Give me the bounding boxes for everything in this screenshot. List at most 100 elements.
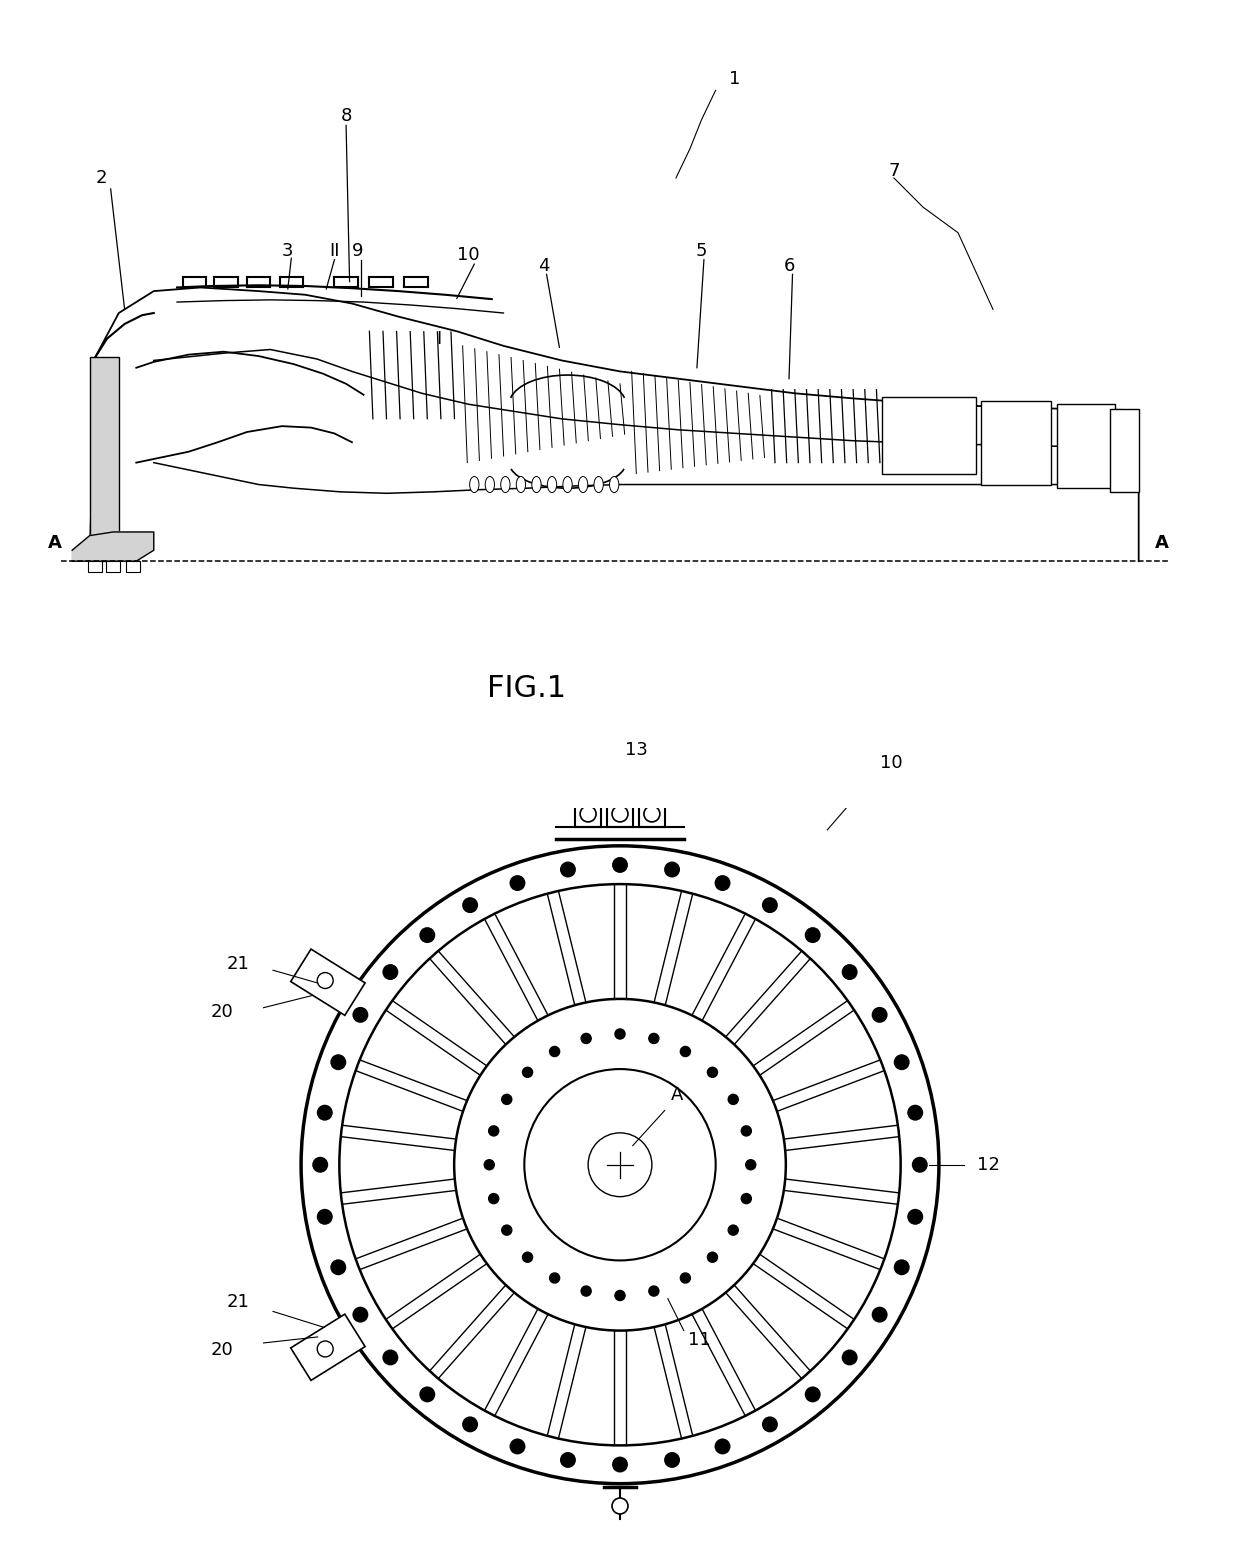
Ellipse shape [578, 477, 588, 492]
Bar [1110, 410, 1138, 492]
Circle shape [894, 1054, 910, 1070]
Circle shape [614, 1028, 626, 1041]
Ellipse shape [516, 477, 526, 492]
Circle shape [352, 1306, 368, 1323]
Text: 21: 21 [227, 955, 249, 972]
Circle shape [352, 1006, 368, 1023]
Polygon shape [72, 533, 154, 561]
Text: 7: 7 [888, 162, 900, 180]
Circle shape [316, 1208, 332, 1225]
Circle shape [908, 1208, 924, 1225]
Circle shape [761, 898, 777, 913]
Circle shape [560, 1452, 575, 1468]
Circle shape [317, 972, 334, 989]
Text: 21: 21 [227, 1292, 249, 1311]
Circle shape [665, 862, 680, 877]
Circle shape [525, 1068, 715, 1261]
Circle shape [316, 1104, 332, 1121]
Circle shape [489, 1126, 500, 1137]
Circle shape [680, 1045, 691, 1058]
Circle shape [911, 1157, 928, 1173]
Text: 12: 12 [977, 1155, 1001, 1174]
Text: 11: 11 [688, 1331, 711, 1350]
Circle shape [665, 1452, 680, 1468]
Circle shape [330, 1259, 346, 1275]
Circle shape [707, 1067, 718, 1078]
Text: A: A [1156, 534, 1169, 551]
Text: 8: 8 [341, 107, 352, 124]
Circle shape [714, 1438, 730, 1455]
Ellipse shape [563, 477, 572, 492]
Circle shape [489, 1193, 500, 1204]
Bar [105, 561, 120, 572]
Polygon shape [89, 287, 1138, 561]
Circle shape [340, 884, 900, 1446]
Circle shape [613, 1457, 627, 1472]
Circle shape [463, 1416, 479, 1432]
Text: I: I [436, 329, 441, 348]
Text: 10: 10 [879, 753, 903, 772]
Text: 4: 4 [538, 256, 551, 275]
Text: A: A [48, 534, 62, 551]
Text: 2: 2 [95, 169, 107, 186]
Ellipse shape [532, 477, 541, 492]
Circle shape [501, 1093, 512, 1106]
Text: 9: 9 [352, 242, 363, 259]
Polygon shape [290, 1314, 365, 1381]
Circle shape [419, 927, 435, 943]
Circle shape [613, 1499, 627, 1514]
Circle shape [560, 862, 575, 877]
Circle shape [510, 1438, 526, 1455]
Circle shape [740, 1193, 751, 1204]
Ellipse shape [470, 477, 479, 492]
Text: 1: 1 [729, 70, 740, 89]
Bar [1056, 404, 1115, 488]
Circle shape [644, 806, 660, 822]
Circle shape [680, 1272, 691, 1284]
Ellipse shape [594, 477, 604, 492]
Text: 10: 10 [458, 245, 480, 264]
Circle shape [454, 999, 786, 1331]
Text: A: A [671, 1086, 683, 1104]
Circle shape [805, 1387, 821, 1402]
Circle shape [728, 1224, 739, 1236]
Circle shape [872, 1306, 888, 1323]
Circle shape [580, 1033, 591, 1044]
Circle shape [649, 1033, 660, 1044]
Bar [125, 561, 140, 572]
Circle shape [842, 964, 858, 980]
Text: 20: 20 [211, 1003, 233, 1020]
Ellipse shape [610, 477, 619, 492]
Circle shape [382, 964, 398, 980]
Text: II: II [329, 242, 340, 259]
Circle shape [522, 1067, 533, 1078]
Circle shape [510, 874, 526, 891]
Ellipse shape [501, 477, 510, 492]
Circle shape [805, 927, 821, 943]
Bar [883, 398, 976, 474]
Circle shape [588, 1132, 652, 1197]
Text: 3: 3 [281, 242, 294, 259]
Bar [981, 401, 1052, 485]
Ellipse shape [485, 477, 495, 492]
Circle shape [908, 1104, 924, 1121]
Polygon shape [290, 949, 365, 1016]
Circle shape [382, 1350, 398, 1365]
Circle shape [484, 1159, 495, 1171]
Circle shape [649, 1286, 660, 1297]
Circle shape [707, 1252, 718, 1263]
Circle shape [419, 1387, 435, 1402]
Circle shape [463, 898, 479, 913]
Circle shape [740, 1126, 751, 1137]
Circle shape [580, 1286, 591, 1297]
Ellipse shape [547, 477, 557, 492]
Circle shape [317, 1340, 334, 1357]
Circle shape [549, 1045, 560, 1058]
Circle shape [842, 1350, 858, 1365]
Circle shape [522, 1252, 533, 1263]
Text: 6: 6 [784, 256, 795, 275]
Circle shape [728, 1093, 739, 1106]
Circle shape [312, 1157, 329, 1173]
Circle shape [745, 1159, 756, 1171]
Text: 13: 13 [625, 741, 647, 759]
